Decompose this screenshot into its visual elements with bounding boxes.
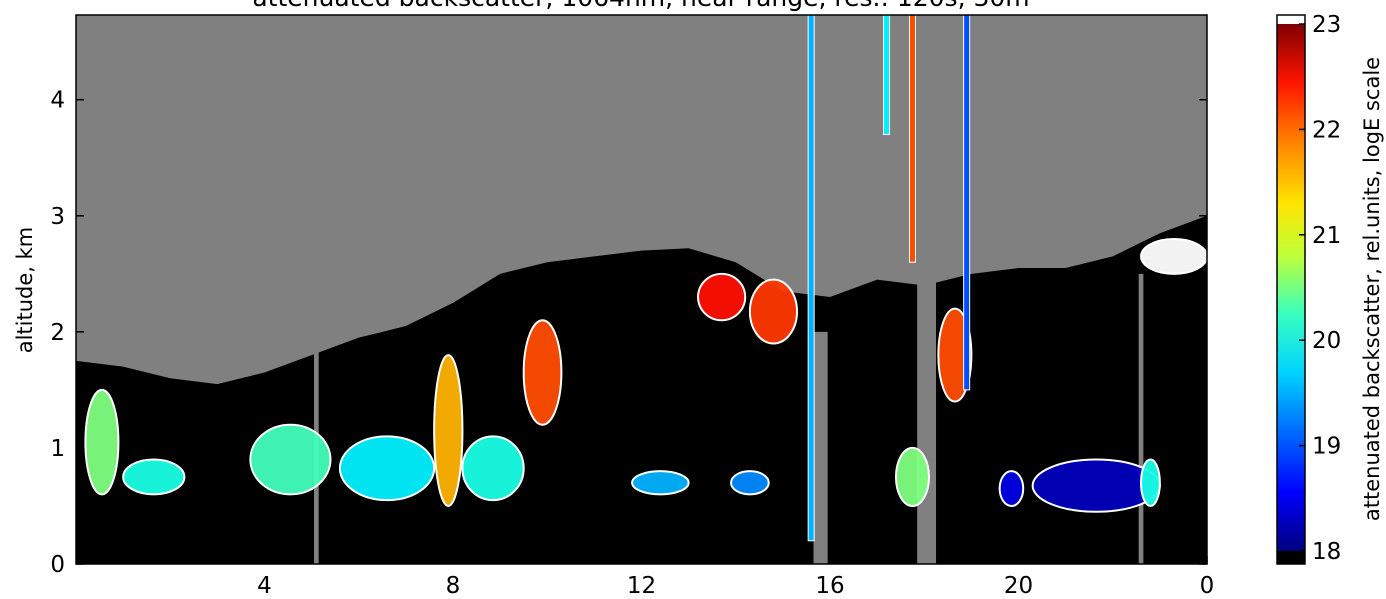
y-axis-label: altitude, km	[13, 227, 37, 354]
aerosol-layer	[631, 470, 690, 496]
aerosol-layer	[84, 388, 120, 496]
precipitation-streak	[963, 15, 971, 391]
aerosol-layers	[84, 238, 1207, 513]
x-tick-label: 0	[1200, 573, 1215, 599]
aerosol-layer	[730, 470, 770, 496]
aerosol-layer	[338, 435, 436, 502]
x-tick-label: 12	[627, 573, 656, 599]
x-tick-label: 16	[815, 573, 844, 599]
precipitation-streaks	[807, 15, 971, 542]
colorbar-tick-label: 23	[1312, 12, 1341, 38]
y-tick-label: 3	[50, 204, 65, 230]
no-data-column	[1138, 273, 1144, 564]
precipitation-streak	[807, 15, 815, 542]
chart-title: attenuated backscatter, 1064nm, near ran…	[252, 0, 1029, 12]
colorbar-tick-label: 20	[1312, 328, 1341, 354]
no-data-column	[313, 262, 319, 564]
y-axis: 0 1 2 3 4	[50, 88, 1207, 578]
x-tick-label: 4	[257, 573, 272, 599]
aerosol-layer	[461, 435, 525, 502]
colorbar-label: attenuated backscatter, rel.units, logE …	[1360, 57, 1384, 521]
aerosol-layer	[1140, 238, 1207, 275]
aerosol-layer	[697, 272, 747, 322]
y-tick-label: 4	[50, 88, 65, 114]
y-tick-label: 0	[50, 552, 65, 578]
colorbar-gradient	[1277, 24, 1305, 551]
no-data-column	[813, 331, 828, 564]
precipitation-streak	[883, 15, 891, 136]
aerosol-layer	[894, 446, 930, 507]
colorbar: 18 19 20 21 22 23 attenuated backscatter, rel…	[1276, 12, 1384, 565]
aerosol-layer	[998, 470, 1025, 507]
aerosol-layer	[433, 354, 464, 507]
plot-area	[75, 14, 1208, 565]
x-tick-label: 20	[1004, 573, 1033, 599]
x-axis: 4 8 12 16 20 0	[257, 556, 1214, 599]
aerosol-layer	[522, 319, 563, 426]
aerosol-layer	[122, 458, 186, 496]
colorbar-tick-label: 19	[1312, 434, 1341, 460]
y-tick-label: 2	[50, 320, 65, 346]
colorbar-over-swatch	[1277, 15, 1305, 24]
aerosol-layer	[1140, 458, 1161, 507]
colorbar-ticks: 18 19 20 21 22 23	[1299, 12, 1341, 565]
no-data-column	[917, 227, 937, 564]
colorbar-tick-label: 22	[1312, 117, 1341, 143]
aerosol-layer	[937, 307, 973, 403]
aerosol-layer	[249, 423, 332, 496]
no-data-columns	[313, 227, 1144, 564]
aerosol-layer	[748, 278, 799, 345]
colorbar-tick-label: 18	[1312, 539, 1341, 565]
colorbar-under-swatch	[1277, 551, 1305, 564]
x-tick-label: 8	[446, 573, 461, 599]
colorbar-frame	[1276, 14, 1306, 565]
colorbar-tick-label: 21	[1312, 223, 1341, 249]
precipitation-streak	[908, 15, 916, 263]
y-tick-label: 1	[50, 436, 65, 462]
